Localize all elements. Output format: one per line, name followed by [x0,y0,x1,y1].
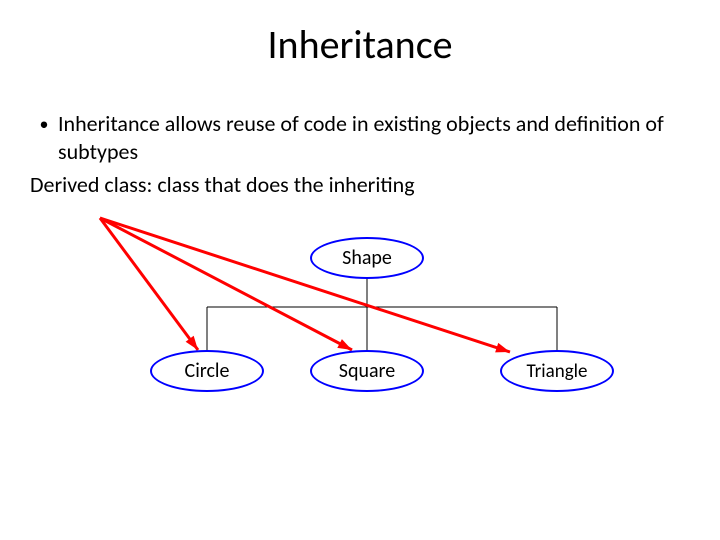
node-circle-label: Circle [185,359,230,383]
node-square: Square [310,350,424,392]
node-circle: Circle [150,350,264,392]
node-triangle-label: Triangle [527,360,588,383]
bullet-dot-icon: • [30,110,58,138]
body-text: • Inheritance allows reuse of code in ex… [30,110,690,199]
node-triangle: Triangle [500,350,614,392]
node-square-label: Square [339,359,395,383]
slide-title: Inheritance [0,20,720,69]
bullet-item: • Inheritance allows reuse of code in ex… [30,110,690,165]
slide: Inheritance • Inheritance allows reuse o… [0,0,720,540]
bullet-text: Inheritance allows reuse of code in exis… [58,110,690,165]
node-shape: Shape [310,237,424,279]
node-shape-label: Shape [342,246,392,270]
derived-class-line: Derived class: class that does the inher… [30,171,690,199]
